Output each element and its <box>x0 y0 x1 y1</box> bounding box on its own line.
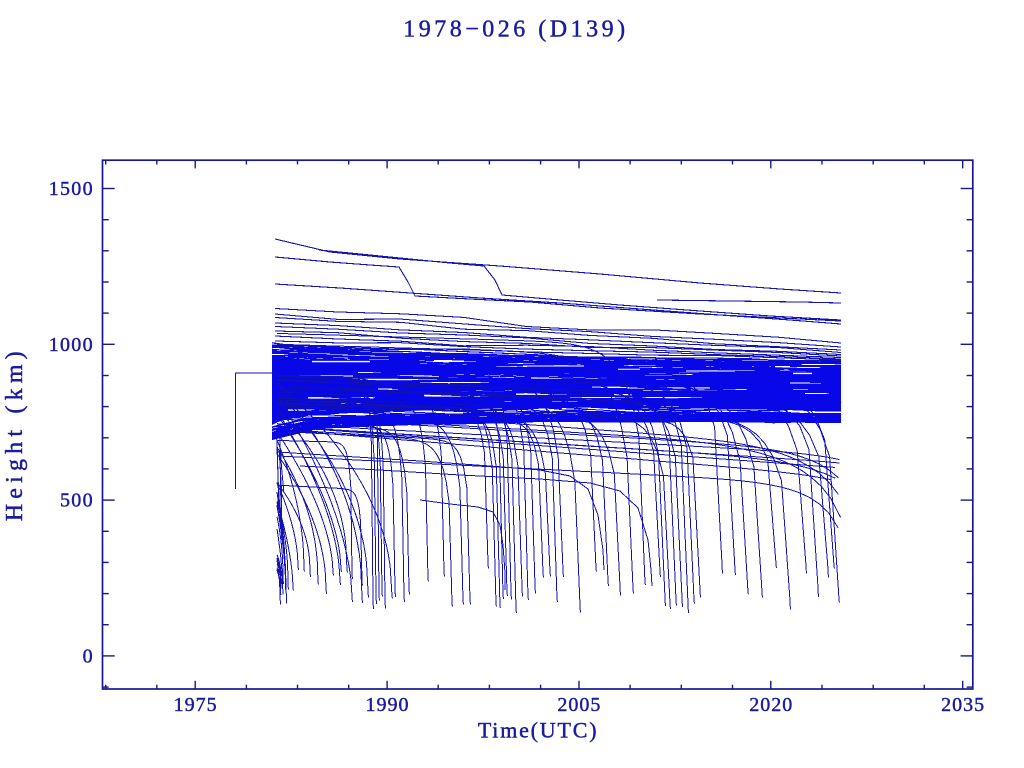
svg-text:2020: 2020 <box>749 694 793 716</box>
svg-text:2005: 2005 <box>557 694 601 716</box>
svg-text:1990: 1990 <box>365 694 409 716</box>
svg-text:0: 0 <box>83 646 94 668</box>
svg-text:1978−026 (D139): 1978−026 (D139) <box>403 17 628 43</box>
svg-text:500: 500 <box>60 490 94 512</box>
svg-text:Height (km): Height (km) <box>2 346 28 521</box>
svg-text:2035: 2035 <box>941 694 985 716</box>
svg-text:1975: 1975 <box>174 694 218 716</box>
svg-text:1500: 1500 <box>49 178 94 200</box>
svg-text:1000: 1000 <box>49 334 94 356</box>
svg-text:Time(UTC): Time(UTC) <box>478 718 599 743</box>
